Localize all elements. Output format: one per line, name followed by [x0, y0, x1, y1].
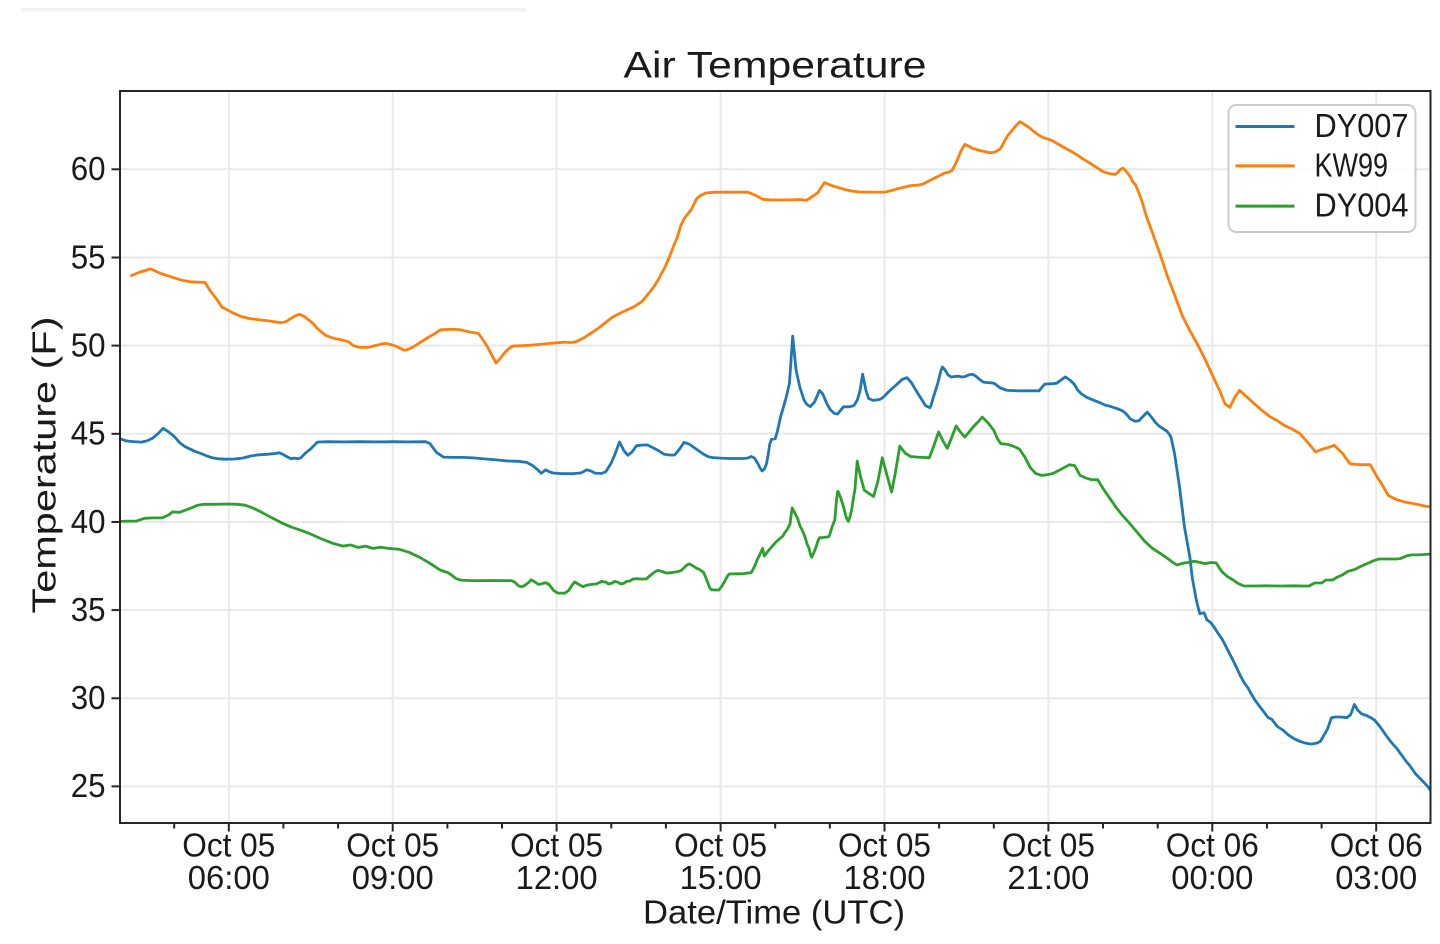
- svg-text:Oct 06: Oct 06: [1330, 827, 1423, 864]
- svg-text:00:00: 00:00: [1171, 859, 1253, 896]
- svg-text:55: 55: [71, 238, 106, 275]
- svg-text:30: 30: [71, 679, 106, 716]
- svg-text:09:00: 09:00: [352, 859, 434, 896]
- svg-text:Oct 05: Oct 05: [674, 827, 767, 864]
- svg-text:35: 35: [71, 591, 106, 628]
- svg-text:60: 60: [71, 150, 106, 187]
- svg-text:Oct 05: Oct 05: [1002, 827, 1095, 864]
- svg-text:Temperature (F): Temperature (F): [25, 316, 62, 613]
- svg-text:DY004: DY004: [1315, 187, 1409, 224]
- svg-text:KW99: KW99: [1315, 146, 1389, 183]
- svg-text:Oct 05: Oct 05: [510, 827, 603, 864]
- svg-text:21:00: 21:00: [1007, 859, 1089, 896]
- svg-text:45: 45: [71, 415, 106, 452]
- svg-text:Oct 05: Oct 05: [838, 827, 931, 864]
- svg-text:06:00: 06:00: [188, 859, 270, 896]
- svg-text:25: 25: [71, 767, 106, 804]
- svg-text:15:00: 15:00: [680, 859, 762, 896]
- svg-text:DY007: DY007: [1315, 107, 1409, 144]
- svg-text:18:00: 18:00: [844, 859, 926, 896]
- svg-text:40: 40: [71, 503, 106, 540]
- svg-text:Oct 05: Oct 05: [182, 827, 275, 864]
- svg-text:03:00: 03:00: [1335, 859, 1417, 896]
- svg-text:Air Temperature: Air Temperature: [624, 44, 927, 86]
- svg-text:Oct 05: Oct 05: [346, 827, 439, 864]
- svg-text:Oct 06: Oct 06: [1166, 827, 1259, 864]
- svg-text:50: 50: [71, 326, 106, 363]
- svg-text:Date/Time (UTC): Date/Time (UTC): [643, 894, 905, 931]
- svg-text:12:00: 12:00: [516, 859, 598, 896]
